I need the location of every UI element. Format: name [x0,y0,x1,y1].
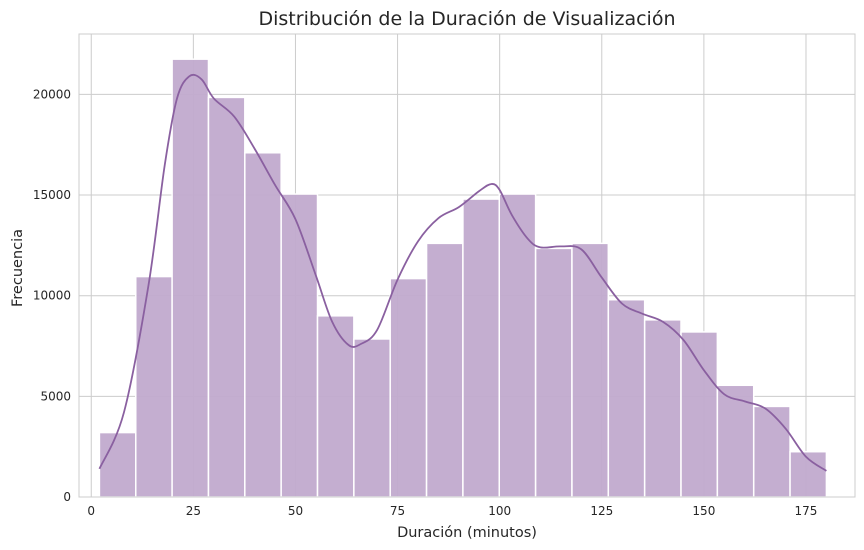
x-axis-label: Duración (minutos) [397,525,537,541]
histogram-bar [207,96,246,498]
histogram-bar [607,298,646,498]
histogram-bar [643,319,682,498]
histogram-bar [534,247,573,498]
kde-line [98,73,827,472]
y-tick-label: 5000 [40,389,71,403]
y-tick-label: 15000 [33,188,71,202]
x-tick-label: 75 [390,504,405,518]
histogram-bar [425,242,464,498]
y-tick-label: 20000 [33,87,71,101]
histogram-bar [316,315,355,498]
plot-frame [78,33,856,498]
chart-title: Distribución de la Duración de Visualiza… [259,8,676,30]
y-axis-label: Frecuencia [10,229,26,307]
x-tick-label: 100 [488,504,511,518]
histogram-bar [353,338,391,498]
kde-layer [98,73,827,472]
x-tick-label: 50 [288,504,303,518]
y-tick-label: 0 [63,490,71,504]
x-tick-label: 150 [692,504,715,518]
histogram-bar [680,331,719,498]
x-tick-label: 25 [186,504,201,518]
histogram-bar [244,152,282,498]
histogram-bar [135,275,173,498]
histogram-bar [498,193,537,498]
y-tick-label: 10000 [33,289,71,303]
x-tick-labels: 0 25 50 75 100 125 150 175 [87,504,817,518]
histogram-bar [389,277,428,498]
y-tick-labels: 0 5000 10000 15000 20000 [33,87,71,504]
x-tick-label: 0 [87,504,95,518]
x-tick-label: 125 [590,504,613,518]
histogram-bar [752,405,791,498]
axes-border [78,33,856,498]
histogram-bar [571,242,610,498]
histogram-bar [171,58,210,498]
histogram-bar [462,198,501,498]
histogram-bar [280,193,319,498]
histogram-bar [98,431,137,498]
x-tick-label: 175 [795,504,818,518]
bars-layer [98,58,828,498]
